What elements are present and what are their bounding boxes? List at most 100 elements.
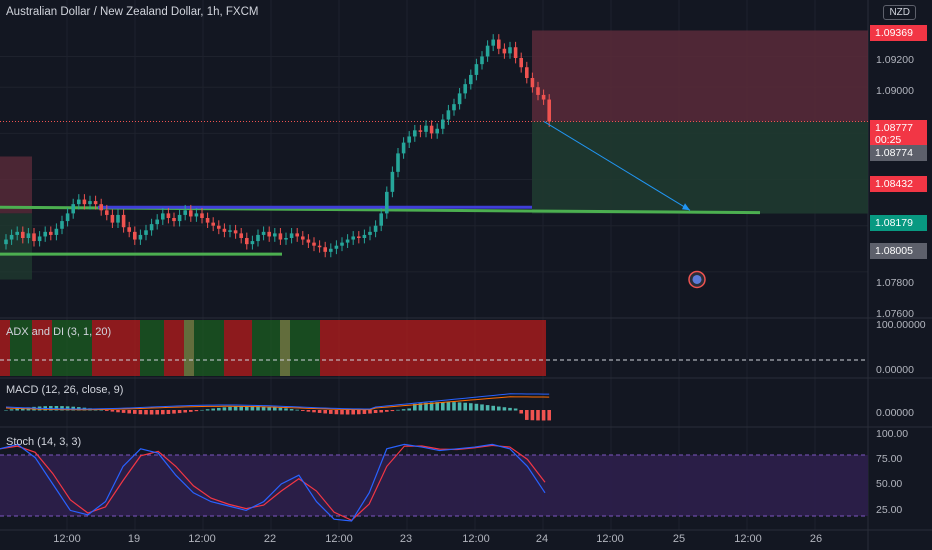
macd-histogram-bar [110,410,115,412]
macd-histogram-bar [530,410,535,421]
candle-body [177,214,182,222]
candle-body [82,199,87,205]
candle-body [413,130,417,137]
adx-band [320,320,342,376]
stoch-axis-label: 75.00 [876,453,903,465]
macd-histogram-bar [345,410,350,415]
macd-histogram-bar [144,410,148,415]
candle-body [530,78,535,88]
macd-histogram-bar [480,404,484,411]
macd-histogram-bar [99,409,103,411]
macd-histogram-bar [289,409,294,411]
macd-histogram-bar [21,407,25,411]
candle-body [317,245,322,248]
candle-body [54,228,59,235]
candle-body [99,204,103,211]
candle-body [21,231,25,238]
macd-histogram-bar [357,410,361,415]
candle-body [446,110,451,120]
candle-body [32,233,36,242]
adx-band [252,320,280,376]
macd-histogram-bar [284,408,288,411]
macd-histogram-bar [256,406,260,411]
candle-body [88,201,92,205]
candle-body [233,230,238,234]
macd-histogram-bar [446,402,451,411]
time-axis-label: 12:00 [734,533,762,545]
macd-histogram-bar [312,410,316,413]
candle-body [373,225,378,232]
macd-histogram-bar [9,409,14,411]
macd-histogram-bar [401,409,406,411]
projection-arrow [543,121,691,211]
macd-histogram-bar [413,403,417,411]
candle-body [429,125,434,134]
candle-body [4,239,8,245]
macd-histogram-bar [205,409,210,411]
adx-band [32,320,52,376]
candle-body [144,230,148,235]
macd-legend[interactable]: MACD (12, 26, close, 9) [6,384,124,396]
stoch-legend[interactable]: Stoch (14, 3, 3) [6,436,82,448]
level-price-tag: 1.08432 [870,176,927,192]
macd-histogram-bar [278,407,283,411]
symbol-title[interactable]: Australian Dollar / New Zealand Dollar, … [6,6,259,18]
macd-histogram-bar [351,410,355,415]
macd-histogram-bar [233,406,238,411]
time-axis-label: 12:00 [596,533,624,545]
time-axis-label: 19 [127,533,141,545]
candle-body [301,236,305,240]
adx-band [164,320,184,376]
candle-body [245,238,249,245]
candle-body [340,242,344,246]
macd-histogram-bar [149,410,154,415]
adx-band [194,320,224,376]
time-axis-label: 22 [263,533,277,545]
candle-body [502,48,507,54]
macd-histogram-bar [323,410,327,414]
macd-histogram-bar [334,410,339,415]
candle-body [43,231,47,237]
candle-body [306,239,311,243]
adx-band [0,320,10,376]
arrow-head-icon [682,203,690,211]
macd-histogram-bar [105,410,109,411]
stoch-axis-label: 25.00 [876,504,903,516]
candle-body [256,234,260,242]
macd-histogram-bar [502,407,507,411]
old-target-zone [0,213,32,280]
adx-band [342,320,546,376]
candle-body [435,128,439,134]
adx-band [140,320,164,376]
macd-histogram-bar [116,410,120,413]
candle-body [172,218,176,222]
candle-body [385,191,389,214]
candle-body [485,45,490,57]
macd-histogram-bar [396,409,400,411]
macd-histogram-bar [368,410,372,414]
candle-body [491,39,495,46]
old-stop-zone [0,156,32,214]
macd-histogram-bar [121,410,126,413]
macd-histogram-bar [536,410,540,421]
adx-legend[interactable]: ADX and DI (3, 1, 20) [6,326,112,338]
macd-histogram-bar [138,410,143,415]
macd-histogram-bar [211,408,215,411]
candle-body [239,233,243,238]
macd-histogram-bar [189,410,193,412]
macd-histogram-bar [127,410,131,414]
candle-body [547,99,551,122]
price-axis-label: 1.07800 [876,277,914,289]
candle-body [77,199,81,205]
currency-badge[interactable]: NZD [883,5,916,20]
macd-histogram-bar [519,410,523,414]
macd-histogram-bar [267,406,271,411]
macd-histogram-bar [228,406,232,411]
macd-histogram-bar [385,410,389,412]
candle-body [228,230,232,232]
candle-body [312,242,316,246]
time-axis-label: 12:00 [325,533,353,545]
adx-band [224,320,252,376]
